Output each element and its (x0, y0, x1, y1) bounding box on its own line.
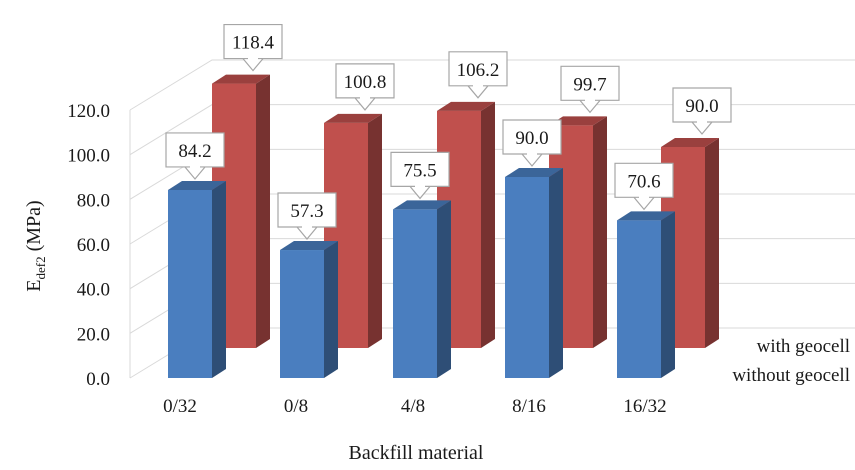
bar-with-geocell-top (437, 101, 495, 111)
bar-with-geocell-side (593, 116, 607, 348)
bar-without-geocell-side (549, 168, 563, 378)
y-tick-label: 40.0 (77, 280, 110, 301)
data-label-with-geocell-text: 106.2 (457, 60, 500, 81)
data-label-with-geocell: 90.0 (672, 87, 732, 135)
data-label-without-geocell-box (614, 162, 674, 211)
y-tick-label: 60.0 (77, 235, 110, 256)
bar-with-geocell-side (368, 113, 382, 348)
bar-without-geocell-top (393, 200, 451, 210)
data-label-without-geocell: 75.5 (390, 151, 450, 200)
data-label-without-geocell: 90.0 (502, 119, 562, 167)
data-label-without-geocell: 57.3 (277, 192, 337, 240)
data-label-with-geocell: 106.2 (448, 51, 508, 99)
x-tick-label: 0/32 (163, 396, 197, 417)
bar-without-geocell-front (280, 250, 324, 378)
y-tick-label: 20.0 (77, 324, 110, 345)
bar-without-geocell-side (661, 211, 675, 378)
x-tick-label: 16/32 (623, 396, 666, 417)
bar-with-geocell-top (549, 116, 607, 126)
data-label-without-geocell-text: 57.3 (290, 201, 323, 222)
data-label-with-geocell-text: 100.8 (344, 72, 387, 93)
bar-with-geocell-side (256, 74, 270, 348)
data-label-with-geocell-text: 90.0 (685, 96, 718, 117)
bars (168, 74, 719, 378)
bar-without-geocell-front (505, 177, 549, 378)
x-axis-ticks: 0/32 0/8 4/8 8/16 16/32 (163, 396, 667, 417)
data-label-without-geocell-text: 84.2 (178, 141, 211, 162)
data-label-without-geocell: 84.2 (165, 132, 225, 180)
bar-without-geocell-top (617, 211, 675, 221)
bar-with-geocell (324, 113, 382, 348)
data-label-without-geocell: 70.6 (614, 162, 674, 211)
gridline (129, 59, 855, 111)
series-axis-labels: with geocell without geocell (732, 336, 850, 386)
data-label-without-geocell-text: 75.5 (403, 160, 436, 181)
data-label-with-geocell-box (335, 63, 395, 111)
bar-without-geocell-top (168, 180, 226, 190)
y-tick-label: 100.0 (67, 146, 110, 167)
bar-without-geocell-side (437, 200, 451, 378)
data-label-with-geocell-box (448, 51, 508, 99)
data-label-with-geocell-box (560, 65, 620, 114)
bar-with-geocell-top (212, 74, 270, 84)
y-axis-title: Edef2 (MPa) (23, 200, 48, 291)
data-label-without-geocell-text: 90.0 (515, 128, 548, 149)
data-label-with-geocell: 99.7 (560, 65, 620, 114)
y-axis-ticks: 0.0 20.0 40.0 60.0 80.0 100.0 120.0 (67, 101, 110, 390)
bar-with-geocell-top (661, 138, 719, 147)
bar-without-geocell-top (280, 241, 338, 251)
data-label-without-geocell-box (165, 132, 225, 180)
data-label-with-geocell-text: 99.7 (573, 74, 606, 95)
bar-without-geocell (617, 211, 675, 378)
y-tick-label: 0.0 (86, 369, 110, 390)
bar-without-geocell-front (168, 189, 212, 378)
data-label-with-geocell-box (223, 23, 283, 72)
bar-without-geocell-top (505, 168, 563, 177)
data-label-with-geocell-text: 118.4 (232, 33, 275, 54)
bar-with-geocell-side (705, 138, 719, 348)
x-tick-label: 4/8 (401, 396, 425, 417)
y-axis-title-main: E (23, 280, 45, 292)
x-tick-label: 8/16 (512, 396, 546, 417)
bar-without-geocell-side (324, 241, 338, 378)
data-label-with-geocell: 100.8 (335, 63, 395, 111)
bar-with-geocell-side (481, 101, 495, 348)
bar-without-geocell (168, 180, 226, 378)
data-label-with-geocell-box (672, 87, 732, 135)
data-label-without-geocell-box (502, 119, 562, 167)
x-axis-title: Backfill material (349, 442, 484, 464)
x-tick-label: 0/8 (284, 396, 308, 417)
series-label-without-geocell: without geocell (732, 365, 850, 386)
data-label-without-geocell-text: 70.6 (627, 171, 660, 192)
data-label-without-geocell-box (390, 151, 450, 200)
series-label-with-geocell: with geocell (757, 336, 850, 357)
bar-without-geocell-front (393, 209, 437, 378)
y-axis-title-unit: (MPa) (23, 200, 45, 256)
bar-without-geocell-front (617, 220, 661, 378)
bar-without-geocell (280, 241, 338, 378)
y-tick-label: 120.0 (67, 101, 110, 122)
bar-without-geocell (505, 168, 563, 378)
y-tick-label: 80.0 (77, 190, 110, 211)
bar-without-geocell (393, 200, 451, 378)
bar-without-geocell-side (212, 180, 226, 378)
bar-with-geocell-top (324, 113, 382, 123)
data-label-with-geocell: 118.4 (223, 23, 283, 72)
data-labels: 118.4 100.8 106.2 99.7 90.0 84.2 57.3 75.5 90.0 7… (165, 23, 732, 240)
data-label-without-geocell-box (277, 192, 337, 240)
y-axis-title-subscript: def2 (33, 256, 48, 279)
